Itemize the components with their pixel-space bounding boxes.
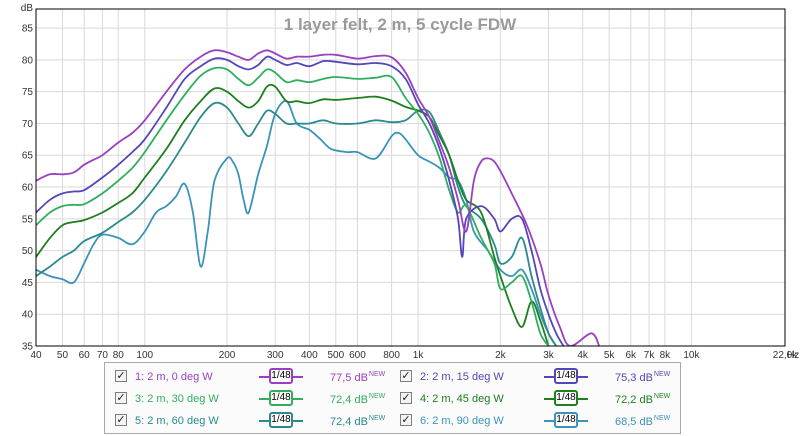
level-text: 72,2 dB bbox=[615, 394, 653, 406]
x-tick-label: 500 bbox=[327, 350, 344, 361]
x-tick-label: 600 bbox=[349, 350, 366, 361]
smoothing-label: 1/48 bbox=[554, 390, 578, 406]
new-badge: NEW bbox=[368, 371, 386, 378]
x-tick-label: 1k bbox=[413, 350, 425, 361]
smoothing-label: 1/48 bbox=[554, 368, 578, 384]
x-tick-label: 60 bbox=[79, 350, 91, 361]
visibility-checkbox[interactable]: ✓ bbox=[400, 392, 412, 404]
legend-row: ✓ 1: 2 m, 0 deg W 1/48 77,5 dBNEW ✓ 2: 2 m, 1… bbox=[105, 366, 680, 388]
visibility-checkbox[interactable]: ✓ bbox=[115, 370, 127, 382]
y-tick-label: 70 bbox=[22, 119, 34, 130]
legend-item-5: ✓ 5: 2 m, 60 deg W 1/48 72,4 dBNEW bbox=[108, 410, 393, 432]
smoothing-label: 1/48 bbox=[269, 368, 293, 384]
y-tick-label: 35 bbox=[22, 342, 34, 353]
series-name: 1: 2 m, 0 deg W bbox=[135, 371, 213, 383]
smoothing-button[interactable]: 1/48 bbox=[259, 368, 303, 384]
new-badge: NEW bbox=[653, 393, 671, 400]
visibility-checkbox[interactable]: ✓ bbox=[115, 414, 127, 426]
new-badge: NEW bbox=[368, 415, 386, 422]
legend-row: ✓ 3: 2 m, 30 deg W 1/48 72,4 dBNEW ✓ 4: 2 m, … bbox=[105, 388, 680, 410]
x-tick-label: 40 bbox=[30, 350, 42, 361]
plot-border bbox=[35, 8, 786, 347]
chart-title: 1 layer felt, 2 m, 5 cycle FDW bbox=[284, 15, 517, 34]
y-tick-label: 40 bbox=[22, 310, 34, 321]
x-tick-label: 400 bbox=[301, 350, 318, 361]
legend-item-4: ✓ 4: 2 m, 45 deg W 1/48 72,2 dBNEW bbox=[393, 388, 678, 410]
x-tick-label: 7k bbox=[644, 350, 656, 361]
level-text: 72,4 dB bbox=[330, 416, 368, 428]
x-axis-unit: Hz bbox=[787, 350, 799, 361]
x-tick-label: 6k bbox=[625, 350, 637, 361]
new-badge: NEW bbox=[653, 415, 671, 422]
series-name: 4: 2 m, 45 deg W bbox=[420, 393, 504, 405]
smoothing-button[interactable]: 1/48 bbox=[259, 412, 303, 428]
smoothing-button[interactable]: 1/48 bbox=[544, 390, 588, 406]
legend-row: ✓ 5: 2 m, 60 deg W 1/48 72,4 dBNEW ✓ 6: 2 m, … bbox=[105, 410, 680, 432]
x-tick-label: 100 bbox=[136, 350, 153, 361]
smoothing-button[interactable]: 1/48 bbox=[544, 368, 588, 384]
level-text: 68,5 dB bbox=[615, 416, 653, 428]
y-tick-label: 75 bbox=[22, 87, 34, 98]
legend-item-3: ✓ 3: 2 m, 30 deg W 1/48 72,4 dBNEW bbox=[108, 388, 393, 410]
level-value: 72,4 dBNEW bbox=[330, 415, 385, 428]
smoothing-label: 1/48 bbox=[269, 412, 293, 428]
x-tick-label: 300 bbox=[267, 350, 284, 361]
y-tick-label: 55 bbox=[22, 214, 34, 225]
x-tick-label: 3k bbox=[543, 350, 555, 361]
series-line-2 bbox=[36, 55, 565, 346]
smoothing-button[interactable]: 1/48 bbox=[259, 390, 303, 406]
y-axis-label: dB bbox=[21, 3, 34, 14]
y-tick-label: 50 bbox=[22, 246, 34, 257]
smoothing-label: 1/48 bbox=[554, 412, 578, 428]
legend-item-1: ✓ 1: 2 m, 0 deg W 1/48 77,5 dBNEW bbox=[108, 366, 393, 388]
x-tick-label: 50 bbox=[57, 350, 69, 361]
y-tick-label: 45 bbox=[22, 278, 34, 289]
level-text: 77,5 dB bbox=[330, 372, 368, 384]
series-line-3 bbox=[36, 66, 550, 346]
measurement-legend: ✓ 1: 2 m, 0 deg W 1/48 77,5 dBNEW ✓ 2: 2 m, 1… bbox=[104, 362, 681, 434]
legend-item-2: ✓ 2: 2 m, 15 deg W 1/48 75,3 dBNEW bbox=[393, 366, 678, 388]
series-line-4 bbox=[36, 83, 550, 346]
visibility-checkbox[interactable]: ✓ bbox=[400, 370, 412, 382]
x-tick-label: 2k bbox=[495, 350, 507, 361]
level-text: 72,4 dB bbox=[330, 394, 368, 406]
new-badge: NEW bbox=[653, 371, 671, 378]
series-name: 3: 2 m, 30 deg W bbox=[135, 393, 219, 405]
y-tick-label: 60 bbox=[22, 183, 34, 194]
level-value: 72,4 dBNEW bbox=[330, 393, 385, 406]
y-tick-label: 85 bbox=[22, 24, 34, 35]
x-tick-label: 70 bbox=[97, 350, 109, 361]
level-text: 75,3 dB bbox=[615, 372, 653, 384]
x-tick-label: 4k bbox=[577, 350, 589, 361]
grid-lines bbox=[35, 9, 786, 347]
series-name: 5: 2 m, 60 deg W bbox=[135, 415, 219, 427]
x-tick-label: 80 bbox=[113, 350, 125, 361]
new-badge: NEW bbox=[368, 393, 386, 400]
level-value: 77,5 dBNEW bbox=[330, 371, 385, 384]
series-line-1 bbox=[36, 49, 601, 346]
x-tick-label: 800 bbox=[383, 350, 400, 361]
series-name: 6: 2 m, 90 deg W bbox=[420, 415, 504, 427]
x-tick-label: 200 bbox=[219, 350, 236, 361]
x-tick-label: 22,0k bbox=[773, 350, 798, 361]
smoothing-label: 1/48 bbox=[269, 390, 293, 406]
x-tick-label: 8k bbox=[660, 350, 672, 361]
series-line-5 bbox=[36, 101, 557, 346]
y-tick-label: 80 bbox=[22, 55, 34, 66]
response-curves bbox=[36, 49, 601, 346]
level-value: 72,2 dBNEW bbox=[615, 393, 670, 406]
series-name: 2: 2 m, 15 deg W bbox=[420, 371, 504, 383]
x-tick-label: 10k bbox=[683, 350, 700, 361]
y-tick-label: 65 bbox=[22, 151, 34, 162]
smoothing-button[interactable]: 1/48 bbox=[544, 412, 588, 428]
visibility-checkbox[interactable]: ✓ bbox=[115, 392, 127, 404]
visibility-checkbox[interactable]: ✓ bbox=[400, 414, 412, 426]
level-value: 68,5 dBNEW bbox=[615, 415, 670, 428]
level-value: 75,3 dBNEW bbox=[615, 371, 670, 384]
x-tick-label: 5k bbox=[604, 350, 616, 361]
legend-item-6: ✓ 6: 2 m, 90 deg W 1/48 68,5 dBNEW bbox=[393, 410, 678, 432]
